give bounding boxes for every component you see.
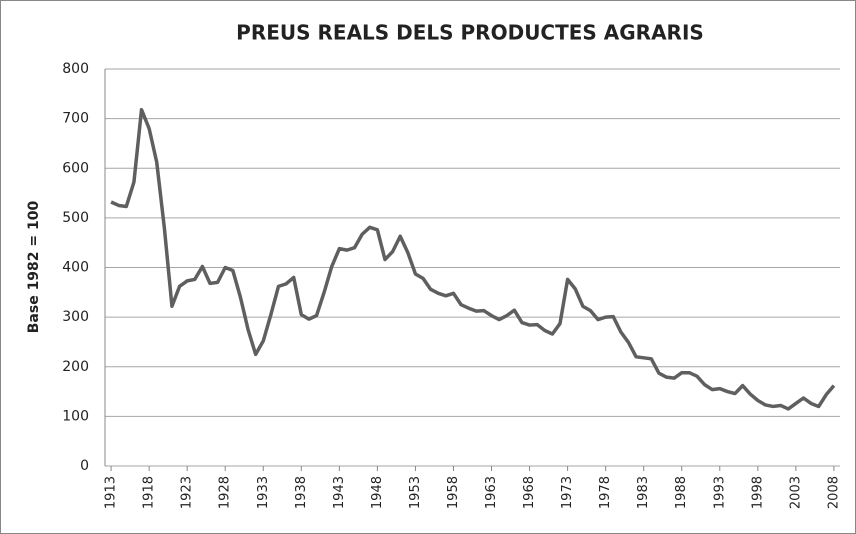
chart-title: PREUS REALS DELS PRODUCTES AGRARIS [236,21,704,45]
x-tick-label: 1938 [294,476,309,509]
y-tick-label: 300 [62,309,89,325]
x-tick-label: 1978 [598,476,613,509]
y-tick-label: 700 [62,111,89,127]
x-tick-label: 1988 [674,476,689,509]
x-tick-label: 1918 [142,476,157,509]
y-tick-label: 500 [62,210,89,226]
y-tick-label: 200 [62,359,89,375]
x-tick-label: 1948 [370,476,385,509]
y-tick-label: 400 [62,260,89,276]
x-tick-label: 2008 [826,476,841,509]
x-tick-label: 1963 [484,476,499,509]
x-tick-label: 1928 [218,476,233,509]
x-tick-label: 1973 [560,476,575,509]
x-tick-label: 1968 [522,476,537,509]
x-tick-label: 2003 [788,476,803,509]
data-line [110,107,836,411]
x-tick-label: 1993 [712,476,727,509]
x-tick-label: 1983 [636,476,651,509]
y-axis-label: Base 1982 = 100 [26,201,42,334]
x-tick-label: 1953 [408,476,423,509]
y-tick-label: 100 [62,408,89,424]
y-tick-label: 600 [62,160,89,176]
x-tick-label: 1958 [446,476,461,509]
x-tick-label: 1998 [750,476,765,509]
y-tick-label: 0 [80,458,89,474]
x-tick-label: 1943 [332,476,347,509]
y-tick-label: 800 [62,61,89,77]
x-tick-label: 1913 [104,476,119,509]
x-tick-label: 1933 [256,476,271,509]
x-tick-label: 1923 [180,476,195,509]
